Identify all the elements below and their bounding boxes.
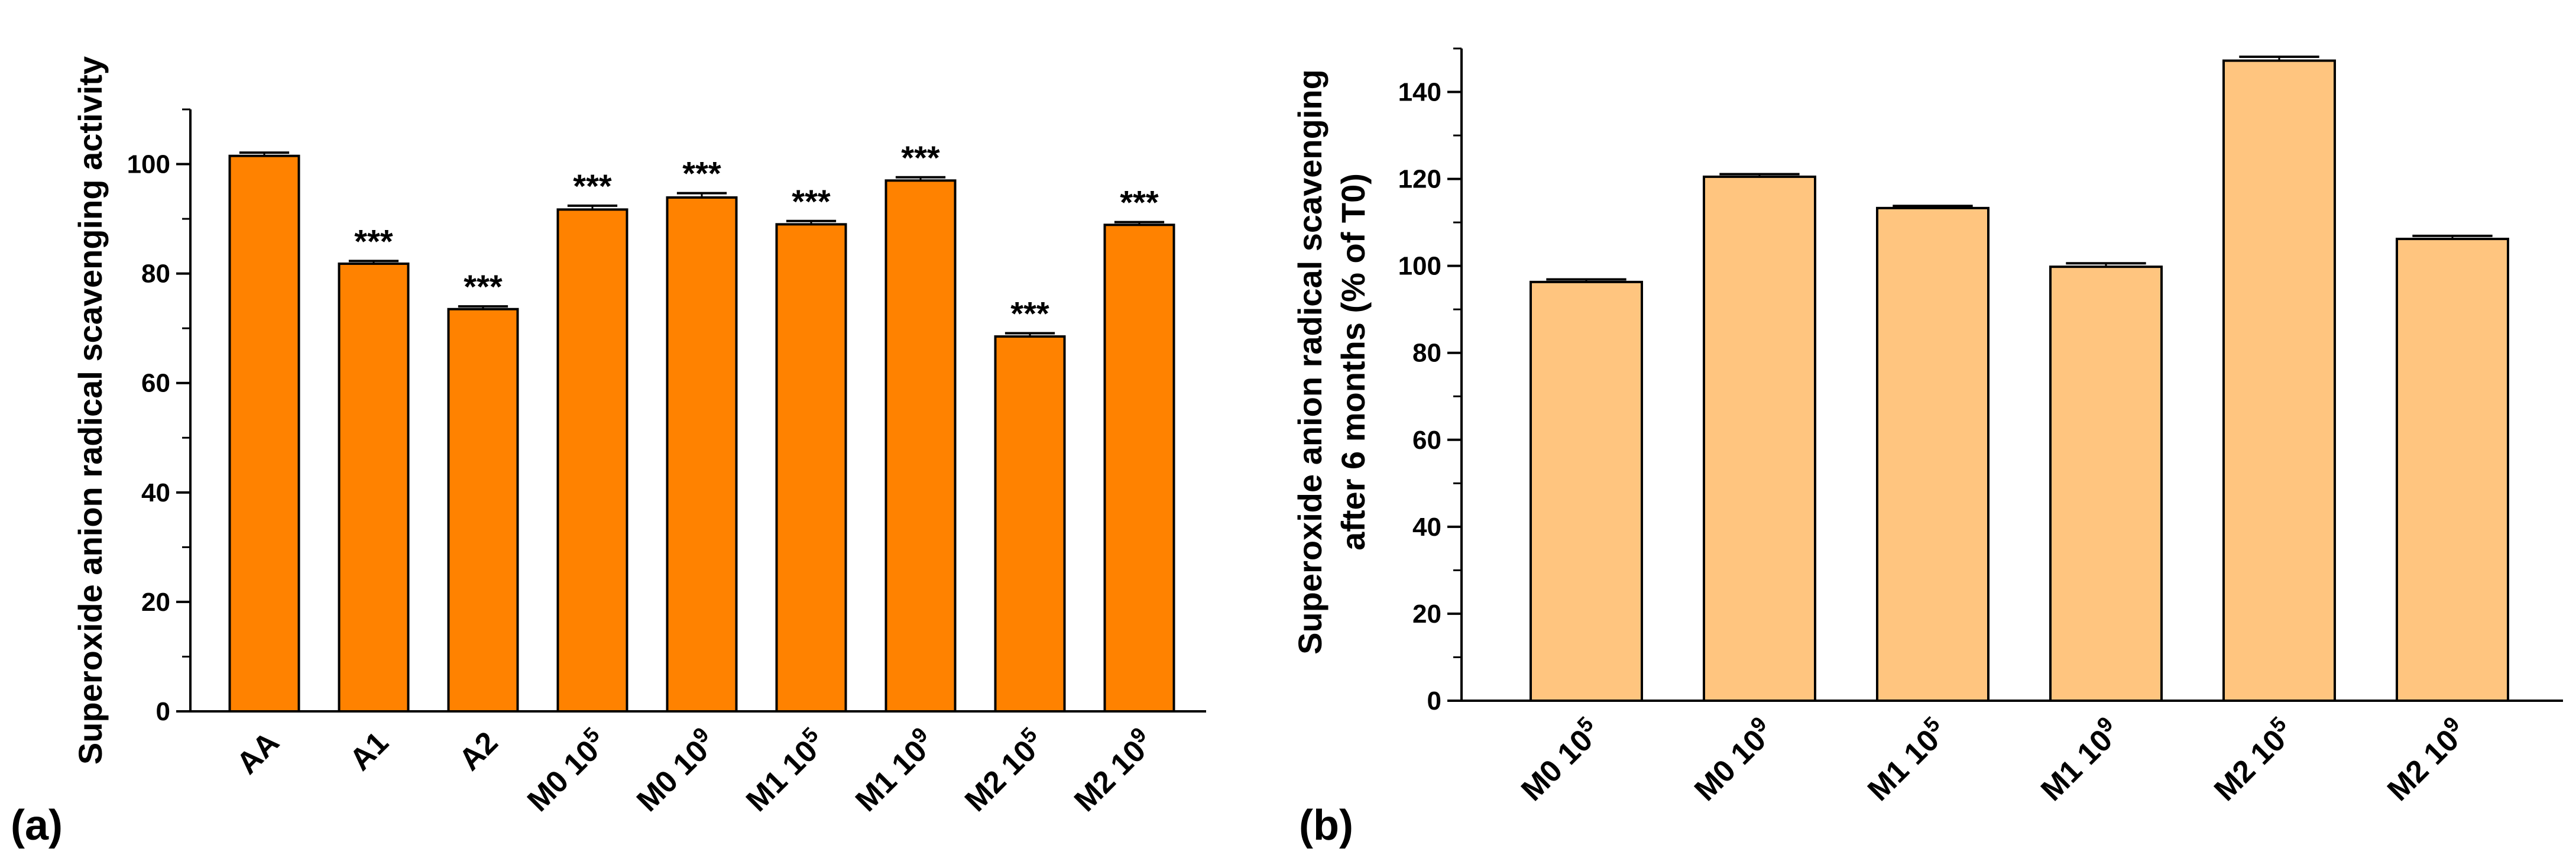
bar bbox=[2396, 238, 2509, 702]
y-axis-title: Superoxide anion radical scavenging bbox=[1291, 69, 1328, 655]
significance-mark: *** bbox=[1120, 184, 1159, 221]
category-exponent: 9 bbox=[2438, 712, 2464, 737]
bar bbox=[447, 307, 519, 713]
bar bbox=[1530, 280, 1643, 702]
bar bbox=[994, 335, 1066, 713]
significance-mark: *** bbox=[1010, 295, 1049, 332]
category-label: A1 bbox=[343, 725, 395, 777]
bar bbox=[884, 179, 957, 713]
category-label: M2 109 bbox=[1065, 723, 1161, 818]
category-label: M1 109 bbox=[2031, 712, 2127, 808]
significance-mark: *** bbox=[901, 139, 940, 176]
significance-mark: *** bbox=[792, 183, 831, 220]
category-label: M1 105 bbox=[1858, 712, 1954, 808]
y-tick-label: 20 bbox=[141, 588, 170, 617]
significance-mark: *** bbox=[354, 222, 393, 260]
y-tick-label: 80 bbox=[141, 260, 170, 289]
category-exponent: 9 bbox=[2092, 712, 2117, 737]
y-tick-label: 140 bbox=[1398, 78, 1441, 107]
panel-b: 0 20 40 60 80 100 120 140 Superoxide anion radic… bbox=[1291, 47, 2563, 849]
category-label: A2 bbox=[452, 725, 504, 777]
bar bbox=[2222, 59, 2336, 702]
bar bbox=[1103, 224, 1175, 713]
category-exponent: 5 bbox=[578, 723, 604, 748]
category-exponent: 5 bbox=[1016, 723, 1041, 748]
y-tick-label: 100 bbox=[127, 150, 170, 179]
panel-label: (a) bbox=[11, 802, 63, 849]
significance-mark: *** bbox=[573, 167, 612, 205]
y-tick-label: 40 bbox=[1412, 513, 1441, 542]
y-tick-label: 20 bbox=[1412, 600, 1441, 629]
y-tick-label: 0 bbox=[156, 697, 170, 726]
y-axis-title: after 6 months (% of T0) bbox=[1334, 173, 1372, 551]
category-exponent: 9 bbox=[1125, 723, 1151, 748]
category-exponent: 5 bbox=[2265, 712, 2290, 737]
category-exponent: 9 bbox=[688, 723, 713, 748]
category-label: M0 105 bbox=[1512, 712, 1608, 808]
bar bbox=[2049, 266, 2163, 702]
panel-label: (b) bbox=[1299, 802, 1353, 849]
category-exponent: 5 bbox=[797, 723, 822, 748]
category-exponent: 5 bbox=[1919, 712, 1944, 737]
category-label: M0 105 bbox=[518, 723, 614, 818]
y-tick-label: 100 bbox=[1398, 252, 1441, 281]
category-exponent: 5 bbox=[1572, 712, 1598, 737]
y-tick-label: 120 bbox=[1398, 165, 1441, 194]
bar bbox=[338, 262, 410, 713]
y-tick-label: 60 bbox=[141, 369, 170, 398]
y-tick-label: 40 bbox=[141, 478, 170, 507]
category-exponent: 9 bbox=[906, 723, 932, 748]
panel-a: 0 20 40 60 80 100 Superoxide anion radical sca… bbox=[11, 56, 1206, 849]
significance-mark: *** bbox=[464, 268, 503, 305]
bar bbox=[556, 208, 628, 713]
y-tick-label: 0 bbox=[1427, 687, 1441, 715]
significance-mark: *** bbox=[682, 155, 721, 192]
category-exponent: 9 bbox=[1745, 712, 1771, 737]
bar bbox=[1876, 206, 1989, 702]
bar bbox=[228, 154, 300, 713]
y-tick-label: 80 bbox=[1412, 339, 1441, 368]
bar bbox=[1703, 175, 1816, 702]
category-label: M0 109 bbox=[1685, 712, 1781, 808]
bar bbox=[775, 223, 847, 713]
category-label: M2 105 bbox=[2205, 712, 2300, 808]
y-axis-title: Superoxide anion radical scavenging acti… bbox=[72, 56, 109, 765]
category-label: M1 109 bbox=[846, 723, 942, 818]
category-label: M0 109 bbox=[627, 723, 723, 818]
y-tick-label: 60 bbox=[1412, 426, 1441, 455]
category-label: M1 105 bbox=[737, 723, 832, 818]
category-label: M2 105 bbox=[955, 723, 1051, 818]
category-label: M2 109 bbox=[2378, 712, 2474, 808]
bar bbox=[666, 196, 738, 713]
category-label: AA bbox=[230, 725, 286, 781]
